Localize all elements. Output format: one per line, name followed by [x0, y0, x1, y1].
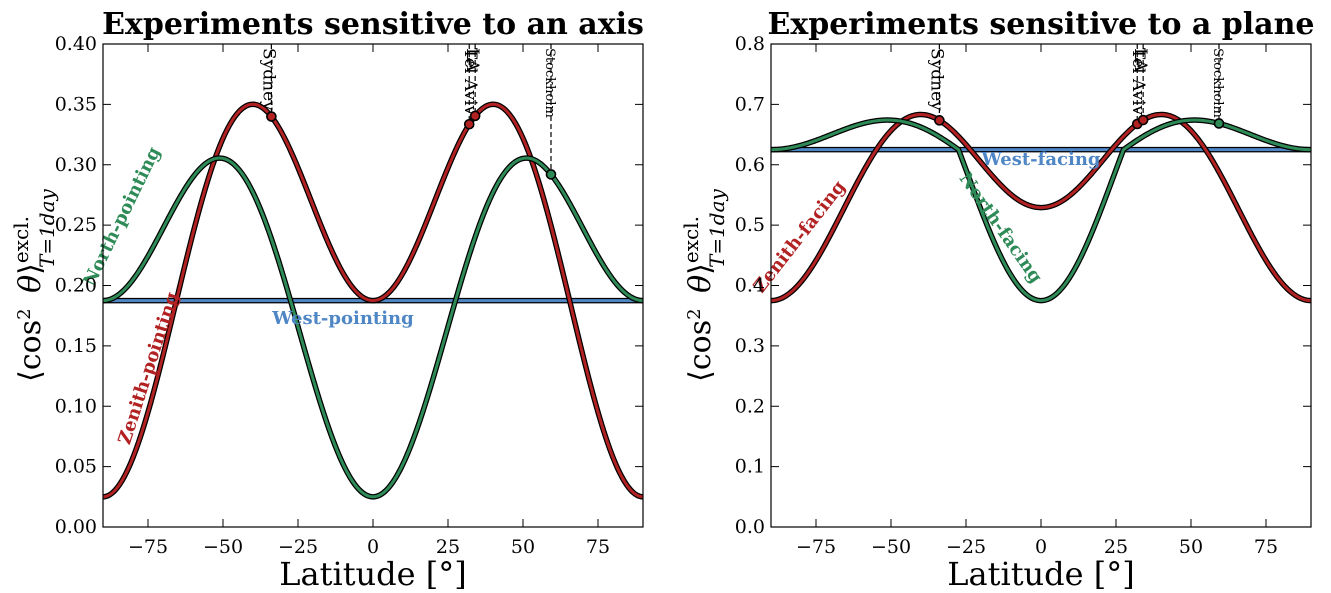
left-plot-area [103, 101, 643, 500]
right-x-tick-label: −50 [871, 536, 911, 558]
left-axes-frame [102, 43, 644, 528]
left-series-zenith [103, 101, 643, 500]
left-series-zenith-line [103, 102, 643, 499]
right-x-axis-label: Latitude [°] [947, 555, 1134, 593]
left-city-marker-la [469, 110, 481, 122]
right-x-tick-label: 75 [1254, 536, 1278, 558]
left-y-tick-label: 0.30 [55, 154, 97, 176]
left-y-tick-label: 0.00 [55, 516, 97, 538]
left-city-label-sydney: Sydney [258, 48, 278, 111]
right-y-tick-label: 0.7 [735, 93, 765, 115]
right-chart-title: Experiments sensitive to a plane [767, 7, 1314, 42]
left-city-marker-tel-aviv [463, 118, 475, 130]
left-x-tick-label: −50 [203, 536, 243, 558]
right-plot-area [771, 111, 1311, 304]
left-curve-label-zenith: Zenith-pointing [114, 289, 183, 447]
right-y-tick-label: 0.5 [735, 214, 765, 236]
right-x-tick-label: −75 [796, 536, 836, 558]
right-curve-label-west: West-facing [981, 149, 1101, 170]
left-x-tick-label: −25 [278, 536, 318, 558]
left-x-tick-label: 50 [511, 536, 535, 558]
right-city-marker-sydney [934, 115, 945, 126]
left-chart-title: Experiments sensitive to an axis [102, 7, 644, 42]
left-city-marker-stockholm [545, 169, 557, 180]
right-y-tick-label: 0.4 [735, 275, 765, 297]
right-city-label-stockholm: Stockholm [1210, 48, 1225, 118]
right-y-tick-label: 0.6 [735, 154, 765, 176]
right-x-tick-label: 25 [1104, 536, 1128, 558]
left-x-tick-label: 25 [436, 536, 460, 558]
left-city-label-stockholm: Stockholm [542, 48, 557, 118]
right-city-label-sydney: Sydney [926, 48, 946, 111]
right-city-marker-la [1137, 114, 1149, 126]
right-y-tick-label: 0.2 [735, 395, 765, 417]
left-chart-panel: Experiments sensitive to an axis Latitud… [9, 7, 644, 593]
right-chart-panel: Experiments sensitive to a plane Latitud… [679, 7, 1315, 593]
right-city-label-la: LA [1130, 48, 1150, 72]
left-y-tick-label: 0.05 [55, 456, 97, 478]
right-y-tick-label: 0.0 [735, 516, 765, 538]
left-y-tick-label: 0.35 [55, 93, 97, 115]
right-axes-frame [770, 43, 1312, 528]
left-y-tick-label: 0.10 [55, 395, 97, 417]
left-curve-label-west: West-pointing [271, 308, 414, 329]
left-city-label-la: LA [462, 48, 482, 72]
right-x-tick-label: 50 [1179, 536, 1203, 558]
right-y-tick-label: 0.1 [735, 456, 765, 478]
left-y-tick-label: 0.20 [55, 275, 97, 297]
left-city-marker-sydney [266, 111, 277, 122]
left-y-tick-label: 0.25 [55, 214, 97, 236]
left-y-tick-label: 0.15 [55, 335, 97, 357]
right-y-tick-label: 0.3 [735, 335, 765, 357]
right-series-zenith-line [771, 113, 1311, 303]
right-y-axis-label: ⟨cos2 θ⟩excl. T=1day [679, 188, 729, 381]
left-x-axis-label: Latitude [°] [279, 555, 466, 593]
left-x-tick-label: −75 [128, 536, 168, 558]
left-y-axis-label: ⟨cos2 θ⟩excl. T=1day [9, 188, 59, 381]
right-x-tick-label: −25 [946, 536, 986, 558]
right-city-marker-stockholm [1213, 118, 1225, 129]
left-x-tick-label: 0 [367, 536, 379, 558]
right-x-tick-label: 0 [1035, 536, 1047, 558]
left-y-tick-label: 0.40 [55, 33, 97, 55]
right-y-tick-label: 0.8 [735, 33, 765, 55]
right-series-zenith [771, 111, 1311, 304]
left-x-tick-label: 75 [586, 536, 610, 558]
